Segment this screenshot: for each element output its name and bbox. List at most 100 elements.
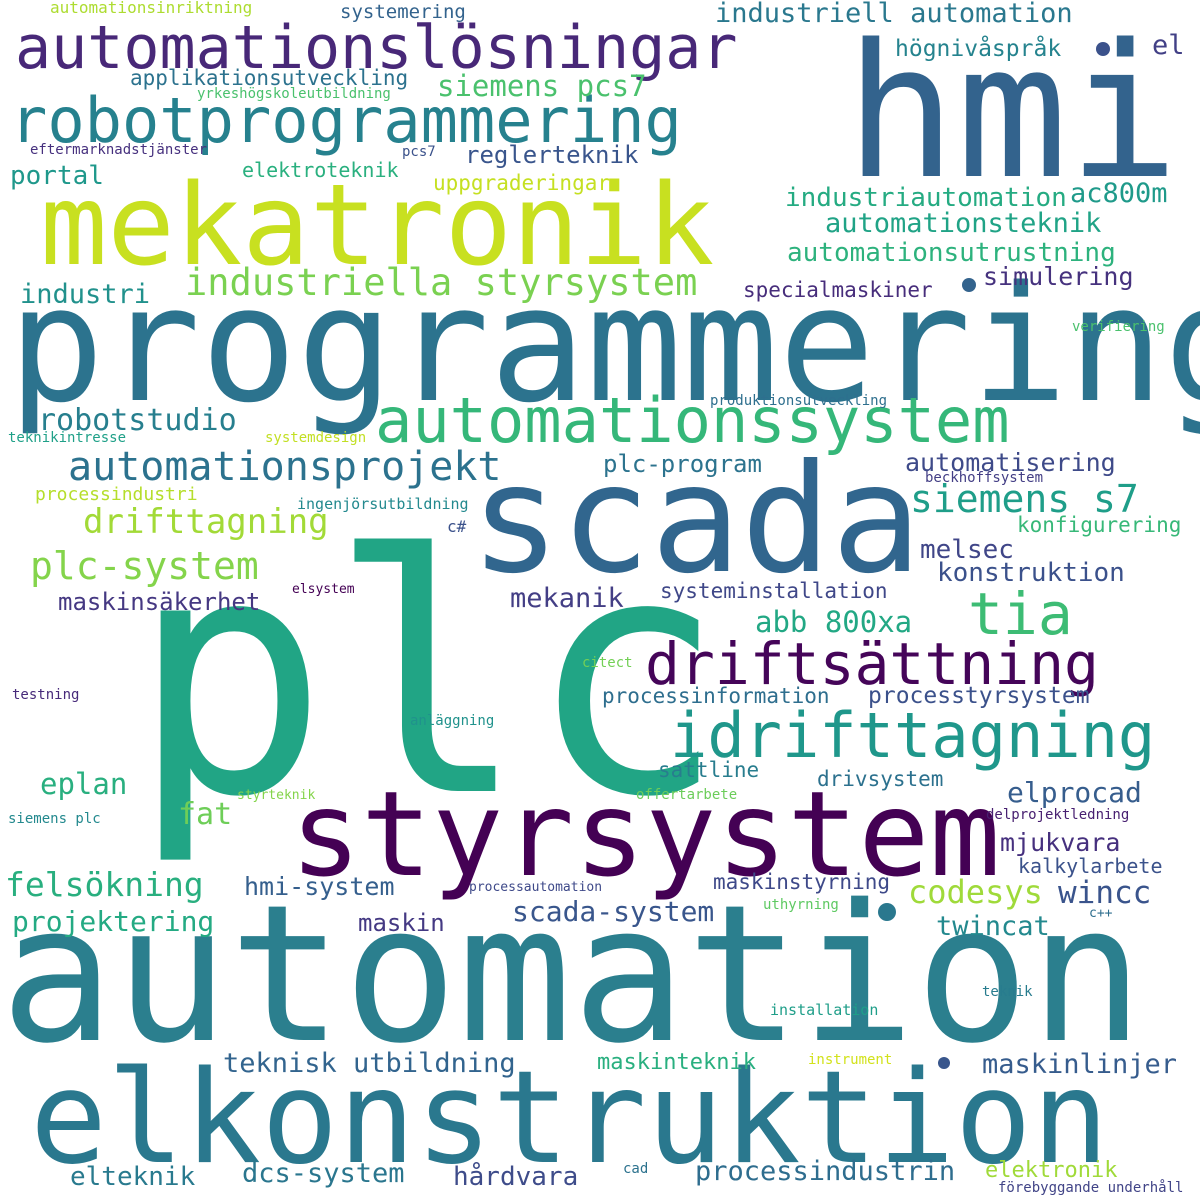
word-automatisering: automatisering <box>905 448 1116 477</box>
word-elsystem: elsystem <box>292 582 355 597</box>
word-scada: scada <box>470 433 922 607</box>
word-delprojektledning: delprojektledning <box>986 807 1130 823</box>
word-ingenjorsutbildning: ingenjörsutbildning <box>297 495 469 513</box>
word-applikationsutveckling: applikationsutveckling <box>130 66 409 90</box>
word-elteknik: elteknik <box>70 1162 196 1192</box>
word-felsokning: felsökning <box>5 865 204 904</box>
word-eplan: eplan <box>40 767 128 801</box>
word-eftermarknadstjanster: eftermarknadstjänster <box>30 142 208 158</box>
dot <box>878 903 896 921</box>
word-teknik: teknik <box>982 984 1033 1000</box>
word-drivsystem: drivsystem <box>817 767 944 791</box>
word-offertarbete: offertarbete <box>636 787 738 803</box>
word-siemens-plc: siemens plc <box>8 811 101 827</box>
word-anlaggning: anläggning <box>410 713 495 729</box>
word-automationsinriktning: automationsinriktning <box>50 0 253 17</box>
word-testning: testning <box>12 687 80 703</box>
word-forebyggande-underhall: förebyggande underhåll <box>998 1180 1184 1196</box>
word-wincc: wincc <box>1058 875 1152 911</box>
word-tia: tia <box>968 580 1073 648</box>
word-projektering: projektering <box>12 905 215 938</box>
word-produktionsutveckling: produktionsutveckling <box>710 393 888 409</box>
word-abb-800xa: abb 800xa <box>755 605 913 639</box>
word-plc-system: plc-system <box>30 544 259 588</box>
word-cad: cad <box>623 1161 649 1177</box>
word-yrkeshogskoleutbildning: yrkeshögskoleutbildning <box>197 86 391 102</box>
word-industriella-styrsystem: industriella styrsystem <box>185 261 698 304</box>
word-maskinsakerhet: maskinsäkerhet <box>58 588 261 616</box>
word-simulering: simulering <box>983 262 1134 291</box>
word-elektroteknik: elektroteknik <box>242 158 399 182</box>
word-konstruktion: konstruktion <box>937 558 1125 588</box>
word-styrsystem: styrsystem <box>290 765 1001 903</box>
word-industri: industri <box>20 279 151 310</box>
word-elektronik: elektronik <box>985 1158 1118 1183</box>
word-uthyrning: uthyrning <box>763 897 839 913</box>
word-mekanik: mekanik <box>510 583 624 614</box>
word-ac800m: ac800m <box>1070 178 1168 209</box>
word-robotstudio: robotstudio <box>38 403 237 438</box>
word-hmi: hmi <box>845 4 1180 220</box>
word-elkonstruktion: elkonstruktion <box>30 1044 1109 1193</box>
word-instrument: instrument <box>808 1052 893 1068</box>
word-mjukvara: mjukvara <box>1000 828 1121 857</box>
word-plc-program: plc-program <box>603 450 762 478</box>
word-robotprogrammering: robotprogrammering <box>10 84 682 157</box>
word-maskinlinjer: maskinlinjer <box>982 1049 1178 1080</box>
word-automationsutrustning: automationsutrustning <box>787 238 1116 268</box>
word-siemens-s7: siemens s7 <box>910 477 1139 521</box>
word-el: el <box>1152 30 1185 61</box>
word-processtyrsystem: processtyrsystem <box>868 683 1090 709</box>
word-systemdesign: systemdesign <box>265 430 367 446</box>
word-processautomation: processautomation <box>469 880 603 895</box>
word-beckhoffsystem: beckhoffsystem <box>925 470 1044 486</box>
word-maskinteknik: maskinteknik <box>597 1050 756 1075</box>
word-c-plus-plus: c++ <box>1089 906 1113 921</box>
word-kalkylarbete: kalkylarbete <box>1018 854 1163 878</box>
word-automation: automation <box>0 864 1144 1085</box>
word-industriautomation: industriautomation <box>785 183 1067 213</box>
word-teknisk-utbildning: teknisk utbildning <box>223 1048 516 1079</box>
word-processindustrin: processindustrin <box>695 1156 956 1187</box>
word-melsec: melsec <box>920 535 1014 565</box>
word-twincat: twincat <box>936 911 1050 942</box>
word-drifttagning: drifttagning <box>83 502 329 542</box>
word-specialmaskiner: specialmaskiner <box>743 278 933 302</box>
word-elprocad: elprocad <box>1007 776 1142 809</box>
word-programmering: programmering <box>8 251 1200 438</box>
word-pcs7: pcs7 <box>402 144 436 160</box>
word-portal: portal <box>10 161 104 191</box>
word-automationsteknik: automationsteknik <box>825 208 1102 239</box>
word-dcs-system: dcs-system <box>242 1158 405 1189</box>
word-verifiering: verifiering <box>1072 319 1165 335</box>
word-processinformation: processinformation <box>602 684 830 708</box>
word-codesys: codesys <box>908 873 1043 911</box>
word-automationssystem: automationssystem <box>375 384 1010 457</box>
word-hardvara: hårdvara <box>453 1162 579 1192</box>
word-industriell-automation: industriell automation <box>715 0 1073 29</box>
word-maskinstyrning: maskinstyrning <box>713 870 891 894</box>
word-styrteknik: styrteknik <box>237 788 316 803</box>
word-automationsprojekt: automationsprojekt <box>68 444 502 490</box>
word-uppgraderingar: uppgraderingar <box>433 171 611 195</box>
word-idrifttagning: idrifttagning <box>670 699 1156 772</box>
word-reglerteknik: reglerteknik <box>465 141 639 169</box>
word-citect: citect <box>582 655 633 671</box>
word-sattline: sattline <box>658 758 760 782</box>
word-konfigurering: konfigurering <box>1017 513 1182 537</box>
word-maskin: maskin <box>358 909 445 937</box>
word-scada-system: scada-system <box>512 895 715 928</box>
word-c-sharp: c# <box>447 517 467 536</box>
word-siemens-pcs7: siemens pcs7 <box>437 69 647 103</box>
word-driftsattning: driftsättning <box>645 630 1099 698</box>
word-systeminstallation: systeminstallation <box>660 579 888 603</box>
dot <box>962 278 976 292</box>
word-plc: plc <box>130 485 727 869</box>
word-hognivasprak: högnivåspråk <box>895 36 1062 62</box>
word-mekatronik: mekatronik <box>40 161 715 291</box>
word-automationslosningar: automationslösningar <box>15 13 738 83</box>
word-installation: installation <box>770 1001 879 1019</box>
word-processindustri: processindustri <box>35 484 198 505</box>
word-fat: fat <box>178 797 233 832</box>
word-hmi-system: hmi-system <box>244 872 395 901</box>
